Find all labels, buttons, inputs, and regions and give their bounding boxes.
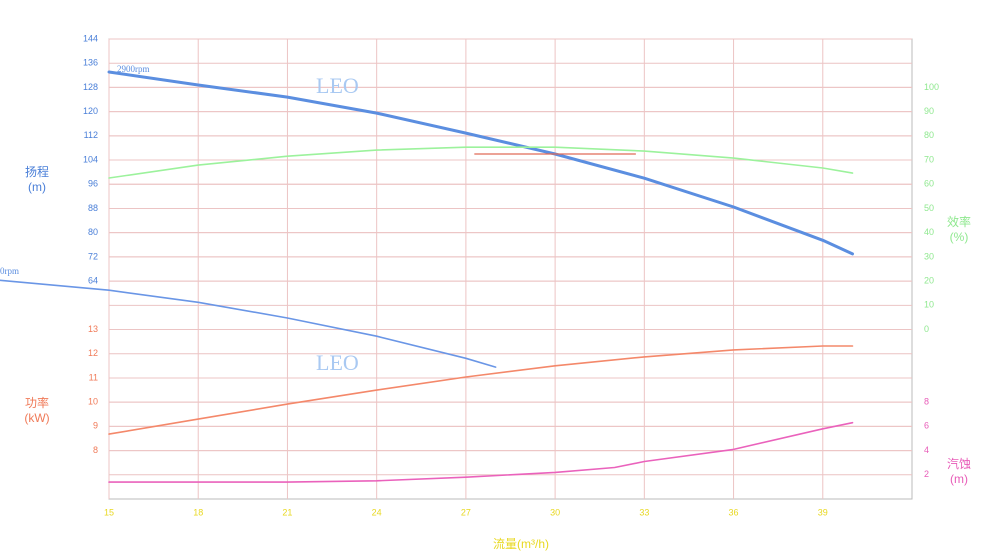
y-tick-label: 13 [88,324,98,334]
x-tick-label: 30 [550,507,560,517]
y-tick-label: 136 [83,58,98,68]
y-tick-label: 12 [88,348,98,358]
y-tick-label: 8 [924,397,929,407]
y-tick-label: 11 [89,372,98,382]
y-tick-label: 40 [924,227,934,237]
x-tick-label: 36 [729,507,739,517]
y-tick-label: 9 [93,421,98,431]
watermark: LEO [316,350,359,375]
x-tick-label: 21 [282,507,292,517]
y-tick-label: 0 [924,324,929,334]
y-tick-label: 120 [83,106,98,116]
y-tick-label: 80 [924,130,934,140]
curves [0,70,854,483]
x-tick-label: 24 [372,507,382,517]
y-tick-label: 50 [924,203,934,213]
curve [0,279,497,368]
x-tick-label: 18 [193,507,203,517]
y-axis-label: (kW) [24,411,49,425]
x-tick-label: 39 [818,507,828,517]
x-tick-label: 15 [104,507,114,517]
x-axis-label: 流量(m³/h) [493,537,549,551]
y-tick-label: 2 [924,469,929,479]
y-axis-label: 功率 [25,395,49,410]
y-tick-label: 6 [924,421,929,431]
curve [108,421,854,483]
y-axis-label: (%) [950,230,969,244]
x-tick-label: 27 [461,507,471,517]
y-tick-label: 4 [924,445,929,455]
y-tick-label: 10 [88,397,98,407]
y-axis-label: 汽蚀 [947,456,971,471]
x-tick-label: 33 [639,507,649,517]
y-tick-label: 10 [924,300,934,310]
curve-label: 0rpm [0,266,19,276]
y-tick-label: 8 [93,445,98,455]
y-tick-label: 104 [83,154,98,164]
y-axis-label: (m) [28,180,46,194]
curve [108,146,854,179]
y-tick-label: 88 [88,203,98,213]
y-tick-label: 30 [924,251,934,261]
y-tick-label: 60 [924,179,934,189]
y-axis-label: (m) [950,472,968,486]
grid [108,38,912,499]
curve [107,70,854,256]
y-tick-label: 64 [88,275,98,285]
plot-frame [108,38,913,500]
watermark: LEO [316,73,359,98]
y-tick-label: 144 [83,33,98,43]
y-tick-label: 20 [924,275,934,285]
y-tick-label: 112 [84,130,98,140]
curve-label: 2900rpm [117,64,150,74]
y-tick-label: 80 [88,227,98,237]
y-tick-label: 72 [88,251,98,261]
y-tick-label: 70 [924,154,934,164]
y-axis-label: 效率 [947,214,971,229]
y-tick-label: 90 [924,106,934,116]
y-axis-label: 扬程 [25,164,49,179]
curve [108,345,854,435]
y-tick-label: 96 [88,179,98,189]
y-tick-label: 100 [924,82,939,92]
y-tick-label: 128 [83,82,98,92]
